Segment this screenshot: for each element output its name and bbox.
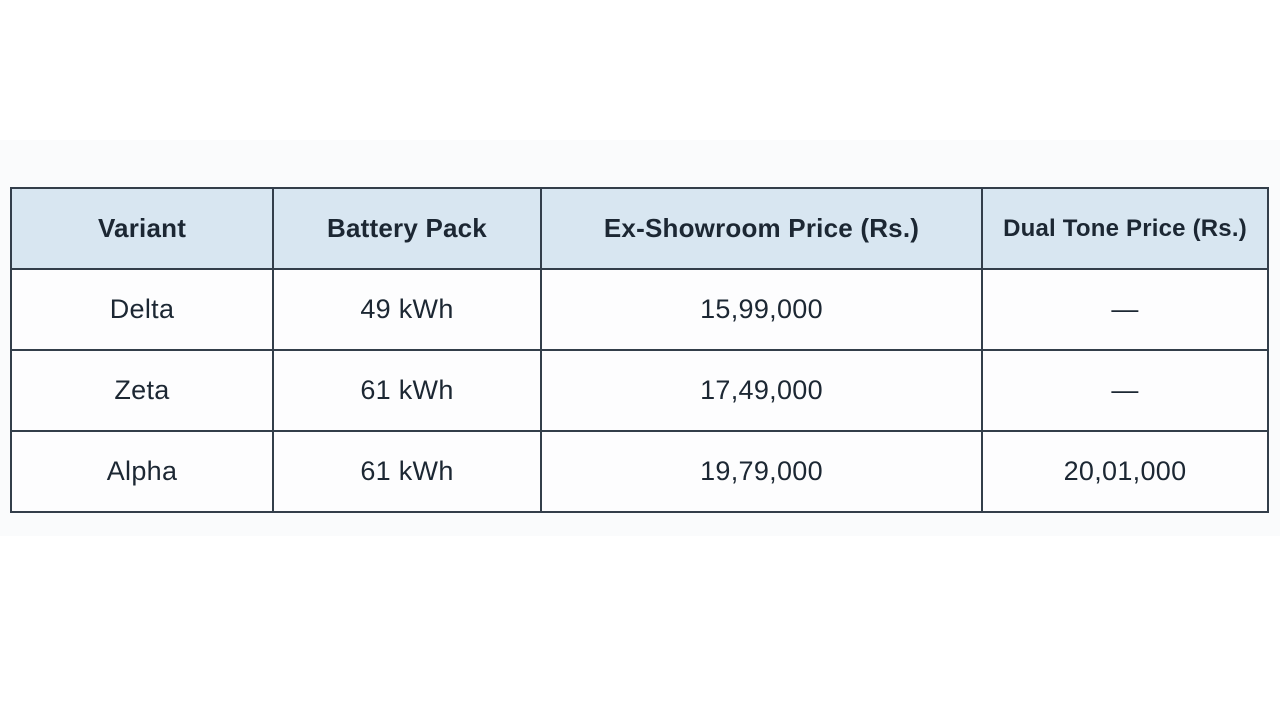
variant-price-table: Variant Battery Pack Ex-Showroom Price (… (10, 187, 1269, 513)
cell-battery: 49 kWh (272, 268, 542, 351)
column-header-variant: Variant (10, 187, 274, 270)
cell-dual-tone: — (981, 349, 1269, 432)
cell-dual-tone: — (981, 268, 1269, 351)
header-row: Variant Battery Pack Ex-Showroom Price (… (10, 187, 1269, 270)
cell-variant: Delta (10, 268, 274, 351)
cell-ex-showroom: 15,99,000 (540, 268, 983, 351)
table-row-zeta: Zeta 61 kWh 17,49,000 — (10, 349, 1269, 432)
cell-battery: 61 kWh (272, 349, 542, 432)
cell-dual-tone: 20,01,000 (981, 430, 1269, 513)
cell-battery: 61 kWh (272, 430, 542, 513)
column-header-battery-pack: Battery Pack (272, 187, 542, 270)
column-header-dual-tone: Dual Tone Price (Rs.) (981, 187, 1269, 270)
table-header: Variant Battery Pack Ex-Showroom Price (… (10, 187, 1269, 270)
table-row-delta: Delta 49 kWh 15,99,000 — (10, 268, 1269, 351)
cell-variant: Alpha (10, 430, 274, 513)
cell-ex-showroom: 19,79,000 (540, 430, 983, 513)
table-body: Delta 49 kWh 15,99,000 — Zeta 61 kWh 17,… (10, 268, 1269, 513)
cell-ex-showroom: 17,49,000 (540, 349, 983, 432)
table-row-alpha: Alpha 61 kWh 19,79,000 20,01,000 (10, 430, 1269, 513)
column-header-ex-showroom: Ex-Showroom Price (Rs.) (540, 187, 983, 270)
cell-variant: Zeta (10, 349, 274, 432)
